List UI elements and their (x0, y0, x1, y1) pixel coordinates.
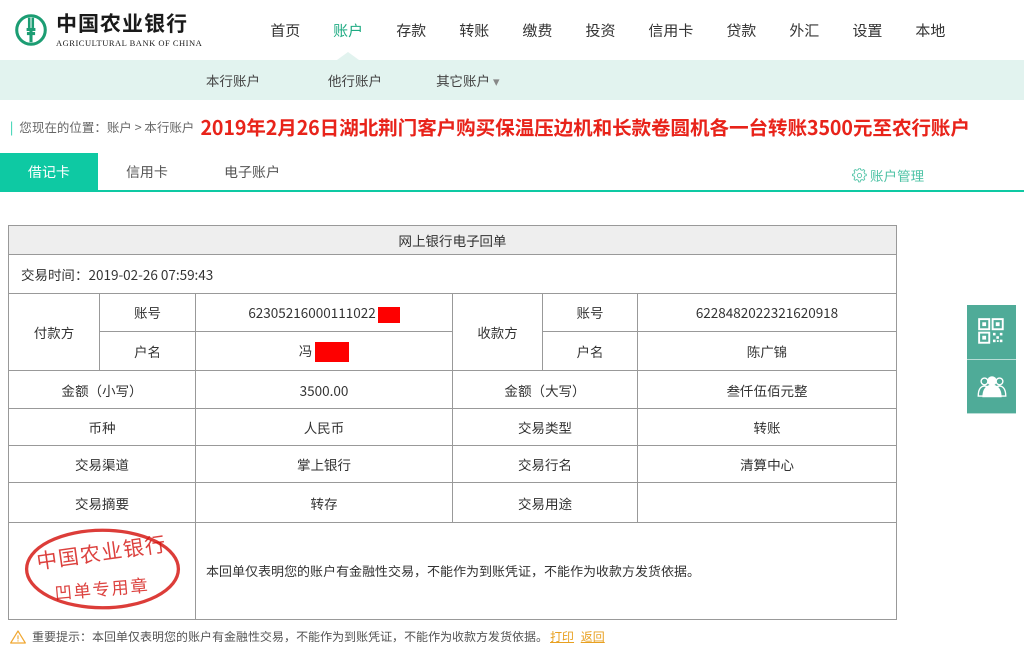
svg-text:凹单专用章: 凹单专用章 (53, 571, 150, 604)
